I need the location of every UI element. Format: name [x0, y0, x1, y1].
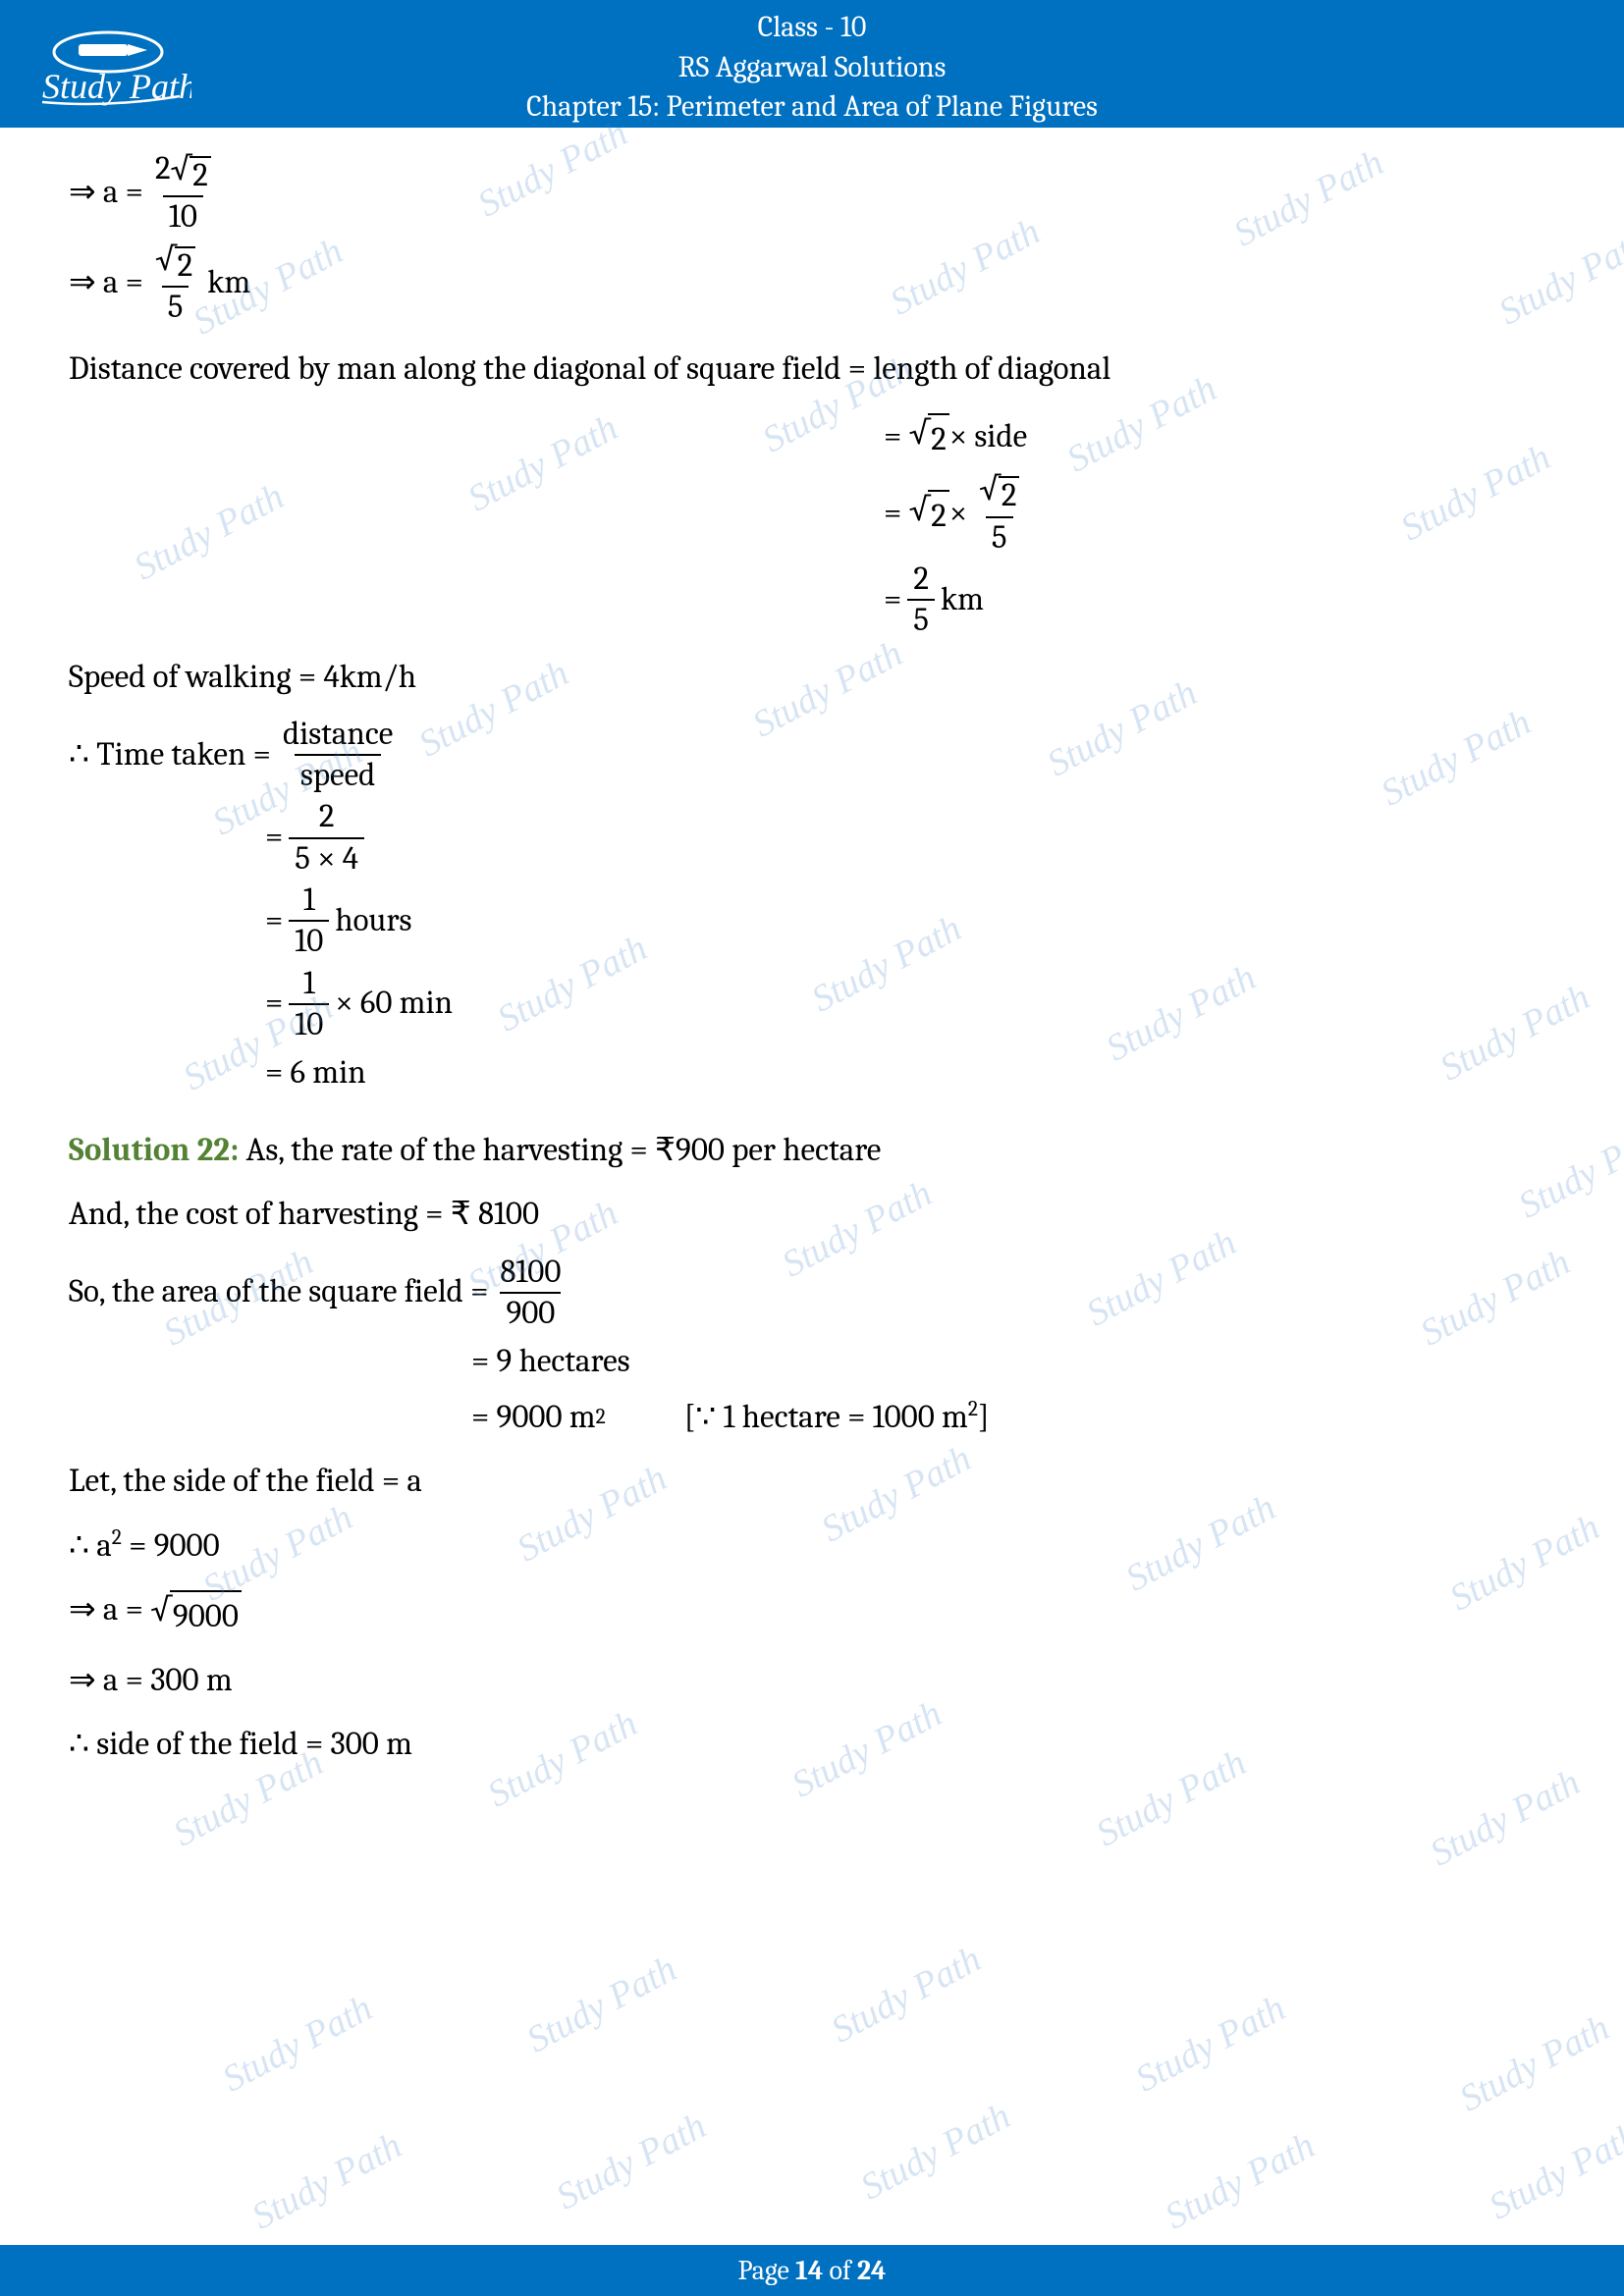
equation-2: ⇒ a = √2 5 km — [69, 241, 1555, 326]
equation-20: ⇒ a = √9000 — [69, 1585, 1555, 1642]
denominator: 5 — [986, 516, 1013, 556]
watermark-text: Study Path — [853, 2095, 1017, 2210]
sqrt: √2 — [909, 408, 949, 465]
watermark-text: Study Path — [824, 1938, 988, 2053]
denominator: 5 × 4 — [289, 837, 364, 877]
eq-prefix: ∴ Time taken = — [69, 730, 271, 780]
denominator: 10 — [289, 920, 329, 959]
equation-17: = 9000 m2 [∵ 1 hectare = 1000 m2] — [69, 1393, 1555, 1443]
equals: = — [884, 412, 901, 462]
eq-suffix: km — [207, 258, 250, 308]
watermark-text: Study Path — [215, 1987, 379, 2102]
fraction: √2 5 — [149, 241, 201, 326]
equals: = — [884, 489, 901, 539]
equals: = — [265, 979, 283, 1029]
watermark-text: Study Path — [519, 1948, 683, 2062]
eq-prefix: ⇒ a = — [69, 258, 143, 308]
numerator: 2 — [907, 561, 935, 599]
svg-text:Study Path: Study Path — [42, 67, 191, 106]
footer-mid: of — [823, 2255, 857, 2286]
denominator: 10 — [289, 1003, 329, 1042]
equation-21: ⇒ a = 300 m — [69, 1656, 1555, 1706]
fraction: distance speed — [277, 717, 399, 794]
fraction: 8100 900 — [494, 1255, 567, 1332]
watermark-text: Study Path — [1158, 2124, 1322, 2239]
solution-text: As, the rate of the harvesting = ₹900 pe… — [239, 1132, 881, 1169]
text-line-3: Distance covered by man along the diagon… — [69, 345, 1555, 395]
page-total: 24 — [857, 2255, 887, 2286]
note: [∵ 1 hectare = 1000 m2] — [684, 1393, 990, 1443]
numerator: √2 — [973, 471, 1025, 515]
equals: = — [265, 896, 283, 946]
footer-prefix: Page — [737, 2255, 795, 2286]
equation-22: ∴ side of the field = 300 m — [69, 1720, 1555, 1770]
denominator: speed — [295, 754, 381, 793]
logo: Study Path — [34, 18, 191, 111]
watermark-text: Study Path — [1128, 1987, 1292, 2102]
chapter-line: Chapter 15: Perimeter and Area of Plane … — [0, 87, 1624, 128]
denominator: 5 — [162, 286, 189, 325]
fraction: 2 5 — [907, 561, 935, 639]
sqrt: √9000 — [150, 1585, 242, 1642]
numerator: 2 — [313, 799, 341, 836]
superscript: 2 — [596, 1402, 606, 1434]
title-line: RS Aggarwal Solutions — [0, 48, 1624, 88]
equation-9: = 2 5 × 4 — [69, 799, 1555, 877]
equation-11: = 1 10 × 60 min — [69, 966, 1555, 1043]
equation-10: = 1 10 hours — [69, 882, 1555, 960]
denominator: 5 — [907, 599, 935, 638]
equation-8: ∴ Time taken = distance speed — [69, 717, 1555, 794]
watermark-text: Study Path — [1452, 2006, 1616, 2121]
footer-banner: Page 14 of 24 — [0, 2245, 1624, 2296]
solution-22-line: Solution 22: As, the rate of the harvest… — [69, 1126, 1555, 1176]
numerator: 8100 — [494, 1255, 567, 1292]
numerator: 1 — [298, 966, 321, 1003]
equation-4: = √2 × side — [69, 408, 1555, 465]
equation-12: = 6 min — [69, 1048, 1555, 1098]
equation-16: = 9 hectares — [69, 1337, 1555, 1387]
eq-prefix: ⇒ a = — [69, 168, 143, 218]
watermark-text: Study Path — [244, 2124, 408, 2239]
denominator: 10 — [163, 195, 203, 235]
watermark-text: Study Path — [1423, 1761, 1587, 1876]
equals: = — [884, 575, 901, 625]
denominator: 900 — [500, 1292, 561, 1331]
text-line-14: And, the cost of harvesting = ₹ 8100 — [69, 1190, 1555, 1240]
page-number: 14 — [795, 2255, 823, 2286]
numerator: 2√2 — [149, 151, 217, 195]
numerator: distance — [277, 717, 399, 754]
fraction: 1 10 — [289, 966, 329, 1043]
equation-5: = √2 × √2 5 — [69, 471, 1555, 556]
fraction: 1 10 — [289, 882, 329, 960]
solution-label: Solution 22: — [69, 1132, 239, 1169]
numerator: √2 — [149, 241, 201, 286]
text-line-18: Let, the side of the field = a — [69, 1457, 1555, 1507]
eq-suffix: km — [941, 575, 984, 625]
eq-suffix: × 60 min — [335, 979, 453, 1029]
watermark-text: Study Path — [549, 2105, 713, 2219]
text-line-7: Speed of walking = 4km/h — [69, 653, 1555, 703]
sqrt: √2 — [909, 485, 949, 542]
equation-15: So, the area of the square field = 8100 … — [69, 1255, 1555, 1332]
equals: = — [265, 813, 283, 863]
class-line: Class - 10 — [0, 8, 1624, 48]
times: × — [949, 489, 967, 539]
equation-6: = 2 5 km — [69, 561, 1555, 639]
eq-prefix: So, the area of the square field = — [69, 1267, 488, 1317]
eq-text: = 9000 m — [471, 1393, 596, 1443]
fraction: 2√2 10 — [149, 151, 217, 236]
page-content: ⇒ a = 2√2 10 ⇒ a = √2 5 km Distance cove… — [0, 128, 1624, 1770]
fraction: √2 5 — [973, 471, 1025, 556]
equation-1: ⇒ a = 2√2 10 — [69, 151, 1555, 236]
equation-19: ∴ a2 = 9000 — [69, 1522, 1555, 1572]
eq-suffix: hours — [335, 896, 411, 946]
eq-suffix: × side — [949, 412, 1027, 462]
watermark-text: Study Path — [1482, 2114, 1624, 2229]
header-banner: Study Path Class - 10 RS Aggarwal Soluti… — [0, 0, 1624, 128]
numerator: 1 — [298, 882, 321, 920]
fraction: 2 5 × 4 — [289, 799, 364, 877]
